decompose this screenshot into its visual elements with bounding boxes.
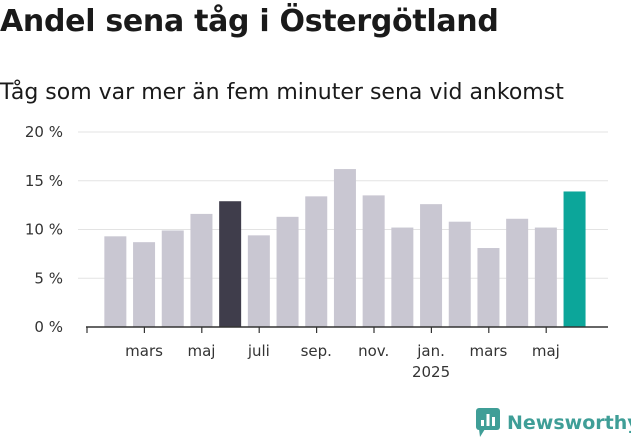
bar (563, 191, 586, 327)
bar (190, 213, 213, 327)
x-tick-label: mars (470, 342, 508, 360)
y-tick-label: 5 % (34, 269, 63, 287)
bar (247, 235, 270, 327)
bar-chart-bubble-icon (476, 408, 500, 437)
bar (219, 201, 242, 327)
y-tick-label: 0 % (34, 318, 63, 336)
bar (420, 204, 443, 327)
x-tick-label: jan. (416, 342, 445, 360)
y-tick-label: 10 % (25, 221, 63, 239)
x-tick-label: maj (532, 342, 560, 360)
bar (276, 216, 299, 327)
x-tick-year-label: 2025 (412, 363, 450, 381)
y-axis: 0 % 5 % 10 % 15 % 20 % (25, 123, 63, 336)
x-tick-label: sep. (301, 342, 332, 360)
bar (161, 230, 184, 327)
y-tick-label: 15 % (25, 172, 63, 190)
bars (104, 169, 586, 327)
bar (448, 221, 471, 327)
x-tick-label: maj (187, 342, 215, 360)
bar (305, 196, 328, 327)
bar (104, 236, 127, 327)
chart-subtitle: Tåg som var mer än fem minuter sena vid … (0, 80, 564, 105)
x-tick-label: juli (247, 342, 270, 360)
bar (133, 242, 156, 327)
y-tick-label: 20 % (25, 123, 63, 141)
x-axis: mars maj juli sep. nov. jan. 2025 mars maj (86, 326, 608, 381)
bar (333, 169, 356, 327)
bar (506, 218, 529, 327)
brand-name: Newsworthy (507, 412, 631, 434)
x-tick-label: nov. (358, 342, 389, 360)
bar (534, 227, 557, 327)
x-tick-label: mars (125, 342, 163, 360)
bar (477, 248, 500, 327)
chart-title: Andel sena tåg i Östergötland (0, 4, 499, 39)
bar (391, 227, 414, 327)
brand-logo: Newsworthy (476, 408, 631, 438)
bar (362, 195, 385, 327)
